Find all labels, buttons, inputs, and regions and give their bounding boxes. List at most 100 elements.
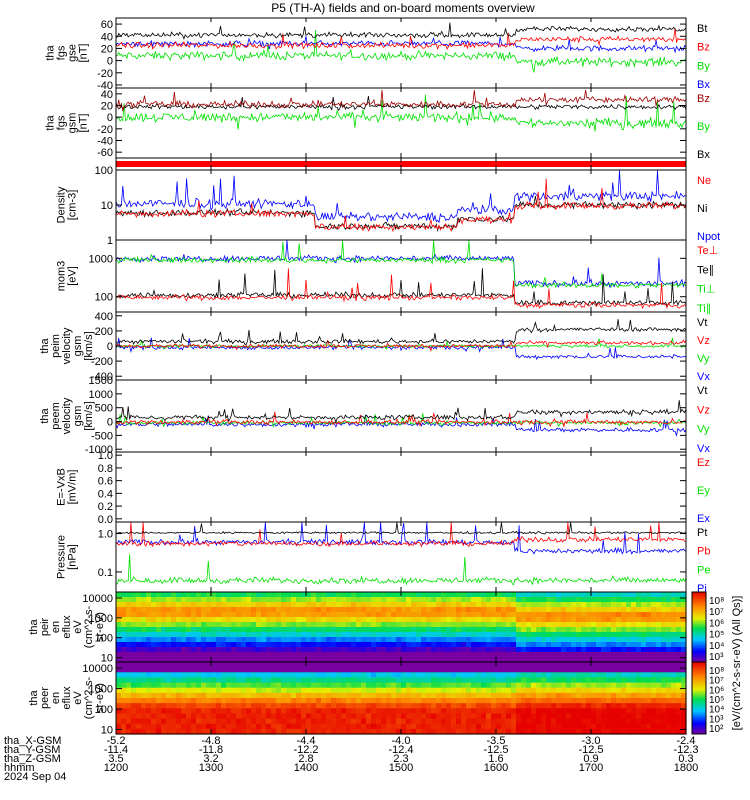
spectrogram-cell bbox=[621, 713, 627, 720]
spectrogram-cell bbox=[656, 672, 662, 679]
spectrogram-cell bbox=[136, 708, 142, 715]
spectrogram-cell bbox=[126, 687, 132, 694]
spectrogram-cell bbox=[616, 667, 622, 673]
spectrogram-cell bbox=[176, 718, 182, 725]
spectrogram-cell bbox=[531, 657, 537, 663]
spectrogram-cell bbox=[276, 632, 282, 638]
spectrogram-cell bbox=[221, 708, 227, 715]
spectrogram-cell bbox=[666, 657, 672, 663]
spectrogram-cell bbox=[681, 612, 687, 618]
spectrogram-cell bbox=[671, 687, 677, 694]
spectrogram-cell bbox=[516, 703, 522, 709]
spectrogram-cell bbox=[506, 617, 512, 623]
spectrogram-cell bbox=[251, 642, 257, 648]
spectrogram-cell bbox=[486, 667, 492, 673]
spectrogram-cell bbox=[361, 617, 367, 623]
spectrogram-cell bbox=[486, 592, 492, 598]
spectrogram-cell bbox=[176, 612, 182, 618]
spectrogram-cell bbox=[586, 718, 592, 725]
spectrogram-cell bbox=[526, 632, 532, 638]
spectrogram-cell bbox=[596, 617, 602, 623]
spectrogram-cell bbox=[661, 617, 667, 623]
spectrogram-cell bbox=[451, 682, 457, 689]
spectrogram-cell bbox=[181, 662, 187, 668]
spectrogram-cell bbox=[561, 687, 567, 694]
spectrogram-cell bbox=[416, 723, 422, 730]
spectrogram-cell bbox=[586, 622, 592, 628]
spectrogram-cell bbox=[531, 642, 537, 648]
spectrogram-cell bbox=[136, 672, 142, 679]
spectrogram-cell bbox=[266, 728, 272, 735]
spectrogram-cell bbox=[511, 672, 517, 679]
spectrogram-cell bbox=[391, 642, 397, 648]
spectrogram-cell bbox=[311, 602, 317, 608]
spectrogram-cell bbox=[356, 662, 362, 668]
spectrogram-cell bbox=[511, 617, 517, 623]
spectrogram-cell bbox=[541, 698, 547, 704]
colorbar-cell bbox=[692, 708, 706, 712]
spectrogram-cell bbox=[626, 692, 632, 699]
spectrogram-cell bbox=[146, 617, 152, 623]
spectrogram-cell bbox=[146, 632, 152, 638]
spectrogram-cell bbox=[481, 682, 487, 689]
spectrogram-cell bbox=[306, 713, 312, 720]
spectrogram-cell bbox=[561, 592, 567, 598]
spectrogram-cell bbox=[501, 713, 507, 720]
spectrogram-cell bbox=[641, 637, 647, 643]
spectrogram-cell bbox=[681, 692, 687, 699]
colorbar-cell bbox=[692, 627, 706, 630]
spectrogram-cell bbox=[611, 723, 617, 730]
spectrogram-cell bbox=[211, 713, 217, 720]
colorbar-tick-label: 10⁸ bbox=[709, 666, 724, 677]
spectrogram-cell bbox=[201, 597, 207, 603]
spectrogram-cell bbox=[166, 703, 172, 709]
spectrogram-cell bbox=[661, 592, 667, 598]
spectrogram-cell bbox=[366, 713, 372, 720]
spectrogram-cell bbox=[601, 642, 607, 648]
spectrogram-cell bbox=[621, 692, 627, 699]
spectrogram-cell bbox=[551, 672, 557, 679]
spectrogram-cell bbox=[371, 687, 377, 694]
spectrogram-cell bbox=[156, 657, 162, 663]
spectrogram-cell bbox=[246, 617, 252, 623]
spectrogram-cell bbox=[581, 627, 587, 633]
spectrogram-cell bbox=[381, 642, 387, 648]
spectrogram-cell bbox=[331, 592, 337, 598]
spectrogram-cell bbox=[306, 723, 312, 730]
spectrogram-cell bbox=[556, 647, 562, 653]
spectrogram-cell bbox=[681, 592, 687, 598]
spectrogram-cell bbox=[141, 642, 147, 648]
spectrogram-cell bbox=[396, 728, 402, 735]
spectrogram-cell bbox=[556, 698, 562, 704]
spectrogram-cell bbox=[596, 692, 602, 699]
spectrogram-cell bbox=[586, 708, 592, 715]
spectrogram-cell bbox=[251, 667, 257, 673]
colorbar-cell bbox=[692, 628, 706, 631]
spectrogram-cell bbox=[521, 627, 527, 633]
spectrogram-cell bbox=[556, 708, 562, 715]
spectrogram-cell bbox=[566, 662, 572, 668]
spectrogram-cell bbox=[586, 682, 592, 689]
spectrogram-cell bbox=[401, 607, 407, 613]
spectrogram-cell bbox=[331, 718, 337, 725]
spectrogram-cell bbox=[481, 723, 487, 730]
spectrogram-cell bbox=[146, 723, 152, 730]
spectrogram-cell bbox=[391, 652, 397, 658]
spectrogram-cell bbox=[576, 612, 582, 618]
spectrogram-cell bbox=[676, 703, 682, 709]
spectrogram-cell bbox=[241, 662, 247, 668]
spectrogram-cell bbox=[126, 642, 132, 648]
spectrogram-cell bbox=[301, 627, 307, 633]
pe-line bbox=[116, 554, 687, 586]
colorbar-cell bbox=[692, 703, 706, 706]
spectrogram-cell bbox=[556, 703, 562, 709]
spectrogram-cell bbox=[441, 602, 447, 608]
spectrogram-cell bbox=[121, 642, 127, 648]
spectrogram-cell bbox=[406, 647, 412, 653]
spectrogram-cell bbox=[306, 652, 312, 658]
spectrogram-cell bbox=[286, 607, 292, 613]
pt-line bbox=[115, 522, 687, 535]
spectrogram-cell bbox=[326, 612, 332, 618]
spectrogram-cell bbox=[456, 723, 462, 730]
spectrogram-cell bbox=[591, 703, 597, 709]
